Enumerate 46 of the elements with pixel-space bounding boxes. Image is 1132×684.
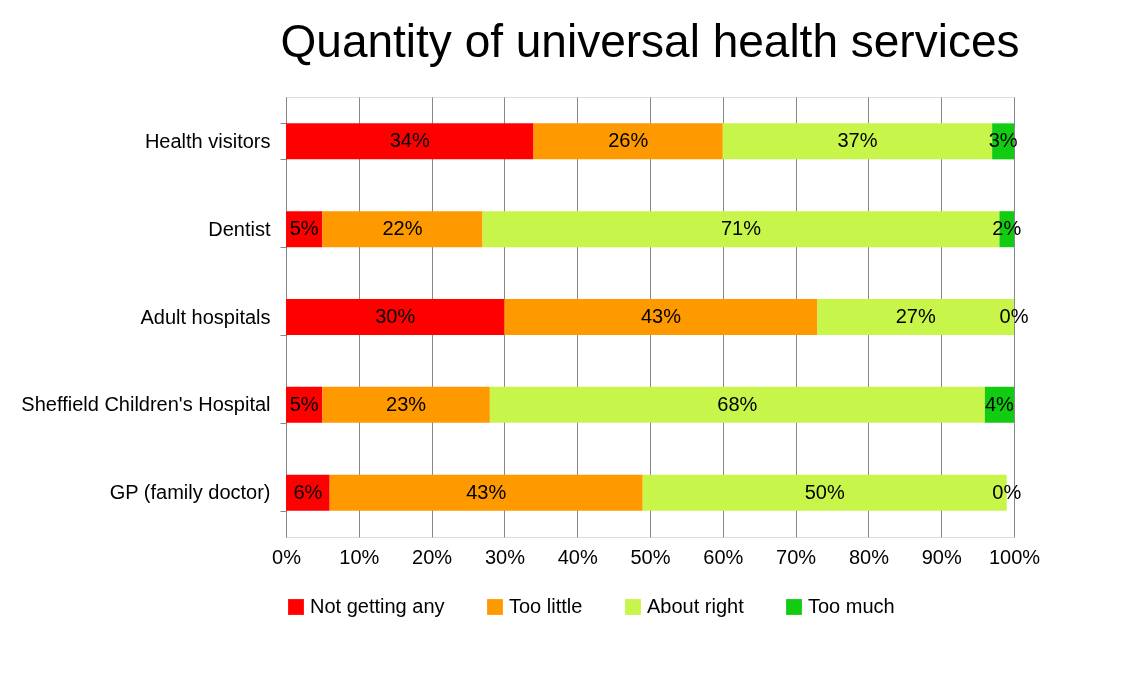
data-label: 50% — [804, 480, 845, 503]
bar — [504, 299, 818, 335]
bar — [286, 299, 505, 335]
bar — [533, 123, 723, 160]
data-label: 43% — [466, 480, 507, 503]
data-label: 37% — [837, 129, 878, 152]
x-tick-label: 70% — [776, 545, 817, 568]
data-label: 34% — [389, 129, 430, 152]
x-tick-label: 50% — [630, 545, 671, 568]
data-label: 43% — [640, 305, 682, 327]
bar — [489, 386, 985, 423]
legend-label: Not getting any — [310, 595, 445, 617]
data-label: 23% — [386, 392, 427, 415]
data-label: 30% — [375, 305, 416, 327]
bar — [286, 123, 534, 160]
legend-label: Too little — [509, 595, 583, 617]
bar — [322, 211, 483, 248]
data-label: 5% — [289, 392, 319, 415]
x-tick-label: 80% — [848, 545, 890, 568]
x-tick-label: 10% — [339, 545, 380, 568]
x-tick-label: 90% — [921, 545, 962, 568]
y-tick-label: GP (family doctor) — [109, 481, 271, 504]
data-label: 4% — [984, 392, 1015, 415]
y-tick-label: Sheffield Children's Hospital — [21, 393, 271, 416]
x-tick-label: 100% — [988, 545, 1041, 568]
bar — [329, 474, 643, 511]
legend-label: About right — [647, 595, 745, 617]
data-label: 68% — [717, 392, 758, 415]
data-label: 5% — [289, 217, 319, 240]
x-tick-label: 30% — [484, 545, 526, 568]
x-tick-label: 0% — [272, 545, 302, 568]
chart-title: Quantity of universal health services — [280, 15, 1020, 67]
data-label: 26% — [608, 129, 649, 152]
data-label: 22% — [382, 217, 423, 240]
y-tick-label: Dentist — [208, 217, 271, 240]
x-tick-label: 60% — [703, 545, 744, 568]
x-tick-label: 20% — [412, 545, 453, 568]
bar — [322, 386, 490, 423]
y-tick-label: Health visitors — [144, 129, 271, 152]
data-label: 27% — [895, 305, 936, 327]
x-tick-label: 40% — [557, 545, 598, 568]
data-label: 0% — [992, 480, 1022, 503]
data-label: 71% — [720, 217, 762, 240]
y-tick-label: Adult hospitals — [140, 305, 271, 328]
data-label: 6% — [293, 480, 323, 503]
legend-label: Too much — [808, 595, 895, 617]
